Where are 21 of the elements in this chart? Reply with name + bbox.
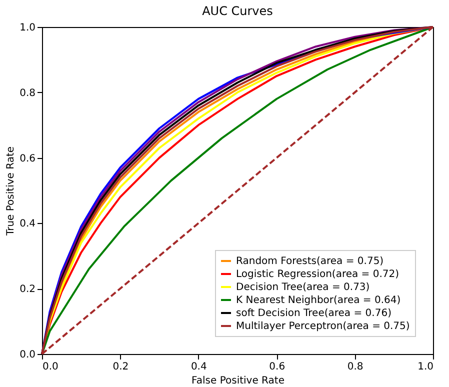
legend-label: Random Forests(area = 0.75) — [236, 256, 384, 267]
y-tick-label: 1.0 — [20, 22, 36, 34]
y-tick-label: 0.2 — [20, 284, 36, 296]
legend-label: Multilayer Perceptron(area = 0.75) — [236, 321, 410, 332]
x-tick-label: 0.2 — [112, 362, 129, 372]
y-axis-title: True Positive Rate — [6, 146, 17, 237]
x-tick-label: 0.0 — [42, 362, 58, 372]
x-tick-label: 0.6 — [269, 362, 286, 372]
chart-title: AUC Curves — [202, 4, 273, 18]
y-tick-label: 0.0 — [20, 350, 36, 360]
legend-label: Logistic Regression(area = 0.72) — [236, 269, 400, 280]
legend-label: Decision Tree(area = 0.73) — [236, 282, 370, 293]
x-tick-label: 0.8 — [347, 362, 364, 372]
legend-label: soft Decision Tree(area = 0.76) — [236, 308, 392, 319]
x-tick-label: 1.0 — [418, 362, 434, 372]
y-tick-label: 0.6 — [20, 153, 36, 164]
x-axis-title: False Positive Rate — [192, 376, 284, 386]
y-tick-label: 0.8 — [20, 88, 36, 99]
legend-label: K Nearest Neighbor(area = 0.64) — [236, 295, 401, 306]
x-tick-label: 0.4 — [190, 362, 207, 372]
y-tick-label: 0.4 — [20, 218, 36, 230]
